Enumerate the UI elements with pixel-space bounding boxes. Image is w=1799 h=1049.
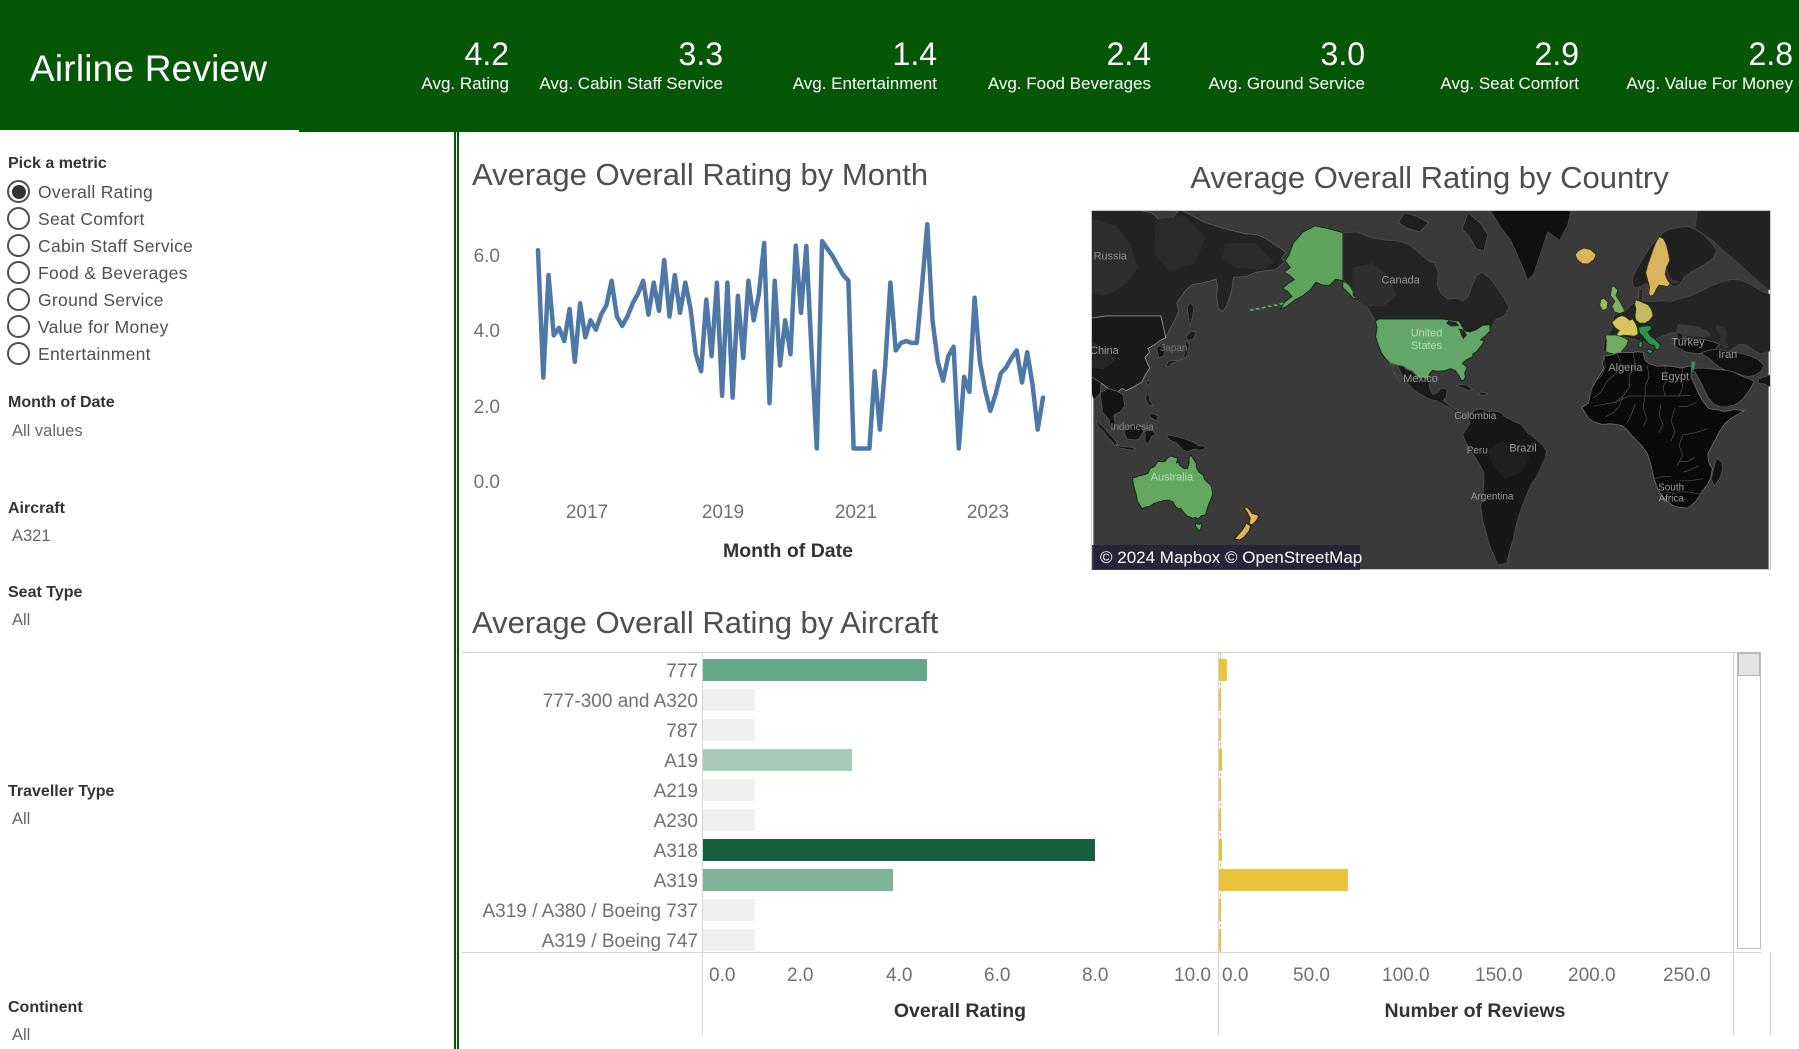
svg-text:Argentina: Argentina <box>1471 491 1514 502</box>
svg-text:Turkey: Turkey <box>1672 336 1706 348</box>
svg-text:Mexico: Mexico <box>1403 373 1438 385</box>
svg-text:South: South <box>1658 482 1684 493</box>
svg-text:Australia: Australia <box>1151 471 1194 483</box>
svg-text:Russia: Russia <box>1094 251 1128 263</box>
svg-text:United: United <box>1411 327 1443 339</box>
svg-text:Indonesia: Indonesia <box>1111 422 1155 433</box>
svg-text:States: States <box>1411 340 1443 352</box>
svg-text:Iran: Iran <box>1718 349 1737 361</box>
svg-text:Egypt: Egypt <box>1661 371 1689 383</box>
svg-text:Algeria: Algeria <box>1608 362 1643 374</box>
svg-text:Peru: Peru <box>1467 446 1488 457</box>
svg-text:Japan: Japan <box>1160 343 1187 354</box>
svg-text:Africa: Africa <box>1658 493 1684 504</box>
svg-text:Colombia: Colombia <box>1454 411 1496 422</box>
svg-text:China: China <box>1092 345 1120 357</box>
svg-text:Canada: Canada <box>1382 275 1421 287</box>
svg-text:Brazil: Brazil <box>1509 443 1536 455</box>
